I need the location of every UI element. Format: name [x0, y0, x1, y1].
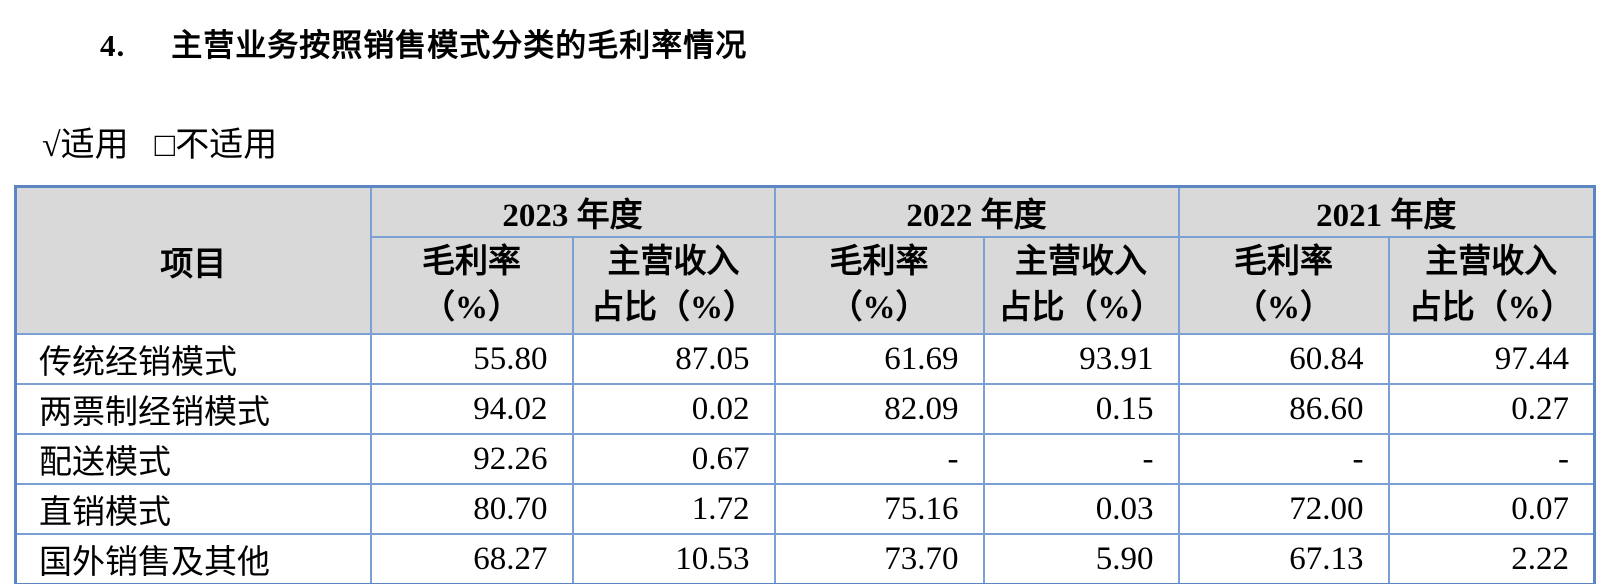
sub-header-line: 占比（%）	[591, 289, 756, 326]
value-cell: 93.91	[982, 333, 1180, 386]
applicability-line: √适用 □不适用	[42, 117, 1604, 166]
sub-header-share-2023: 主营收入 占比（%）	[571, 235, 776, 336]
value-cell: -	[982, 433, 1180, 486]
value-cell: 86.60	[1177, 383, 1390, 436]
year-header-row: 项目 2023 年度 2022 年度 2021 年度	[14, 185, 1596, 336]
value-cell: 0.67	[571, 433, 776, 486]
value-cell: 60.84	[1177, 333, 1390, 386]
value-cell: 73.70	[773, 533, 985, 584]
sub-header-line: （%）	[1234, 289, 1333, 326]
sub-header-margin-2023: 毛利率 （%）	[369, 235, 574, 336]
value-cell: 72.00	[1177, 483, 1390, 536]
value-cell: 75.16	[773, 483, 985, 536]
value-cell: 61.69	[773, 333, 985, 386]
sub-header-line: 毛利率	[1234, 244, 1333, 280]
value-cell: 55.80	[369, 333, 574, 386]
item-cell: 直销模式	[14, 483, 372, 536]
value-cell: 0.03	[982, 483, 1180, 536]
value-cell: -	[1387, 433, 1596, 486]
value-cell: 82.09	[773, 383, 985, 436]
item-cell: 两票制经销模式	[14, 383, 372, 436]
value-cell: 0.02	[571, 383, 776, 436]
value-cell: 1.72	[571, 483, 776, 536]
value-cell: -	[1177, 433, 1390, 486]
value-cell: -	[773, 433, 985, 486]
value-cell: 67.13	[1177, 533, 1390, 584]
year-header-2021: 2021 年度	[1177, 185, 1596, 238]
item-cell: 传统经销模式	[14, 333, 372, 386]
value-cell: 0.15	[982, 383, 1180, 436]
sub-header-margin-2022: 毛利率 （%）	[773, 235, 985, 336]
sub-header-line: 占比（%）	[1408, 289, 1574, 326]
table-row: 直销模式 80.70 1.72 75.16 0.03 72.00 0.07	[14, 483, 1596, 536]
sub-header-share-2021: 主营收入 占比（%）	[1387, 235, 1596, 336]
value-cell: 92.26	[369, 433, 574, 486]
table-row: 配送模式 92.26 0.67- - - -	[14, 433, 1596, 486]
sub-header-line: 主营收入	[607, 244, 740, 280]
table-body: 传统经销模式 55.80 87.05 61.69 93.91 60.84 97.44 两票制经…	[14, 333, 1596, 584]
table-row: 国外销售及其他 68.27 10.53 73.70 5.90 67.13 2.22	[14, 533, 1596, 584]
section-number: 4.	[100, 28, 126, 63]
corner-header-cell: 项目	[14, 185, 372, 336]
sub-header-line: （%）	[829, 289, 929, 326]
table-row: 两票制经销模式 94.02 0.02 82.09 0.15 86.60 0.27	[14, 383, 1596, 436]
sub-header-line: （%）	[422, 289, 521, 326]
table-row: 传统经销模式 55.80 87.05 61.69 93.91 60.84 97.44	[14, 333, 1596, 386]
value-cell: 0.27	[1387, 383, 1596, 436]
section-title: 4. 主营业务按照销售模式分类的毛利率情况	[100, 20, 1604, 65]
value-cell: 68.27	[369, 533, 574, 584]
value-cell: 80.70	[369, 483, 574, 536]
value-cell: 0.07	[1387, 483, 1596, 536]
section-title-text: 主营业务按照销售模式分类的毛利率情况	[171, 28, 748, 63]
sub-header-margin-2021: 毛利率 （%）	[1177, 235, 1390, 336]
value-cell: 10.53	[571, 533, 776, 584]
applicable-checkmark-option: √适用	[42, 127, 129, 164]
item-cell: 配送模式	[14, 433, 372, 486]
value-cell: 87.05	[571, 333, 776, 386]
value-cell: 94.02	[369, 383, 574, 436]
value-cell: 2.22	[1387, 533, 1596, 584]
value-cell: 5.90	[982, 533, 1180, 584]
sub-header-line: 占比（%）	[998, 289, 1164, 326]
sub-header-line: 主营收入	[1425, 244, 1558, 280]
sub-header-line: 毛利率	[829, 244, 929, 280]
sub-header-line: 毛利率	[422, 244, 521, 280]
not-applicable-checkbox-option: □不适用	[154, 127, 278, 164]
sub-header-share-2022: 主营收入 占比（%）	[982, 235, 1180, 336]
sub-header-row: 毛利率 （%） 主营收入 占比（%） 毛利率 （%） 主营收入 占比（%） 毛利…	[16, 235, 1596, 336]
item-cell: 国外销售及其他	[14, 533, 372, 584]
table-header: 项目 2023 年度 2022 年度 2021 年度 毛利率 （%） 主营收入 …	[14, 185, 1596, 336]
gross-margin-table: 项目 2023 年度 2022 年度 2021 年度 毛利率 （%） 主营收入 …	[14, 185, 1596, 584]
year-header-2023: 2023 年度	[369, 185, 776, 238]
sub-header-line: 主营收入	[1015, 244, 1147, 280]
year-header-2022: 2022 年度	[773, 185, 1180, 238]
value-cell: 97.44	[1387, 333, 1596, 386]
